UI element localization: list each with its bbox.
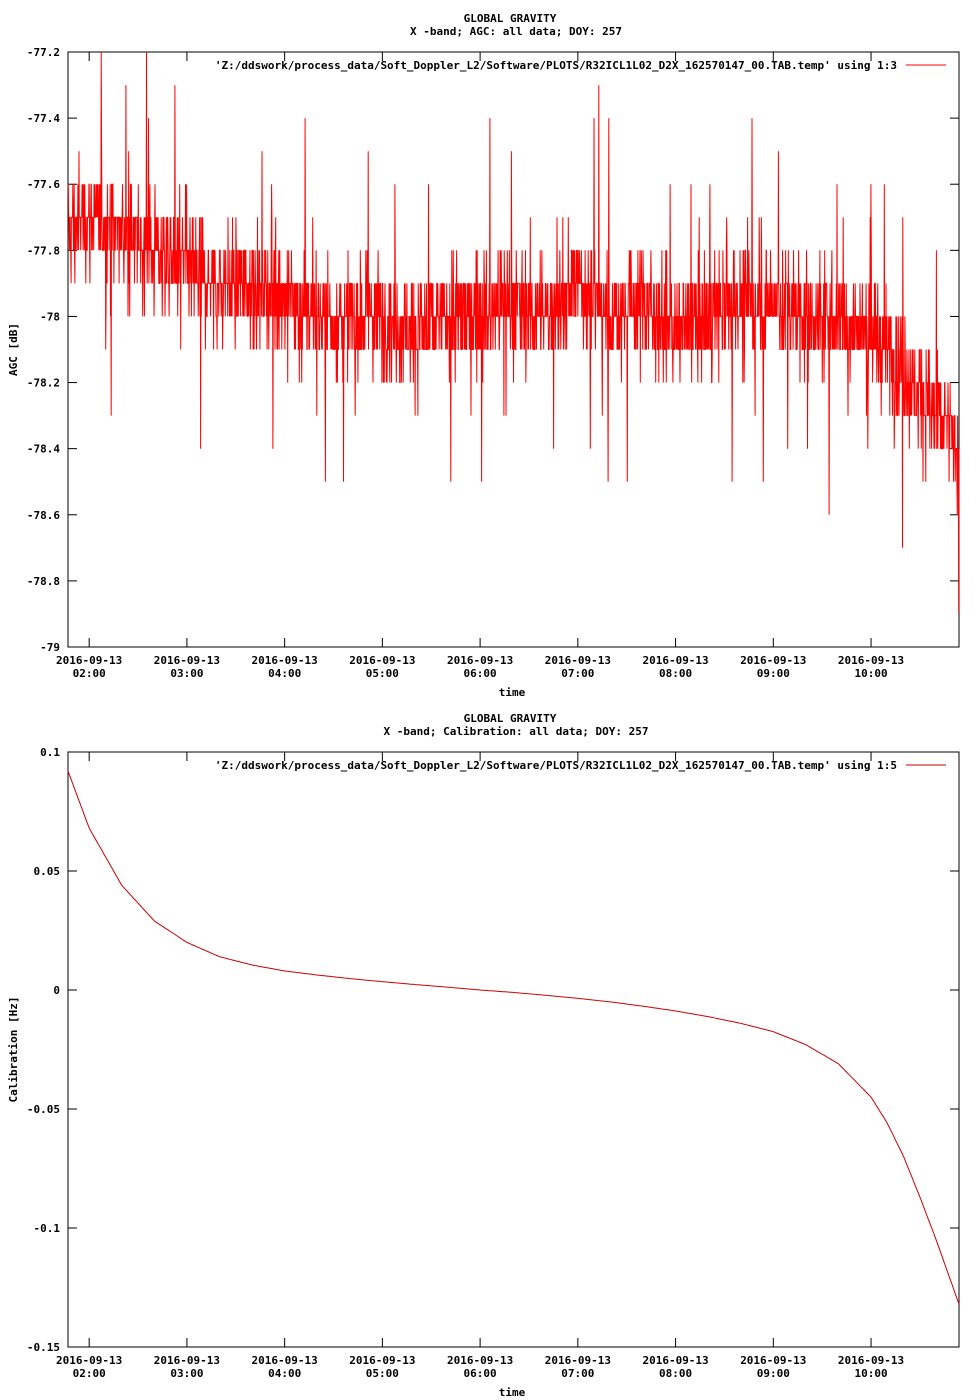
chart-title: GLOBAL GRAVITY	[464, 12, 557, 25]
x-tick-time: 03:00	[170, 667, 203, 680]
y-tick-label: -77.8	[27, 244, 60, 257]
agc-series-line	[67, 51, 960, 614]
y-tick-label: -0.05	[27, 1103, 60, 1116]
legend-label: 'Z:/ddswork/process_data/Soft_Doppler_L2…	[215, 59, 897, 72]
y-axis-label: AGC [dB]	[7, 323, 20, 376]
x-tick-time: 04:00	[268, 1367, 301, 1380]
x-tick-date: 2016-09-13	[447, 654, 513, 667]
x-tick-time: 04:00	[268, 667, 301, 680]
x-tick-time: 07:00	[561, 667, 594, 680]
y-tick-label: -79	[40, 641, 60, 654]
y-tick-label: 0.1	[40, 746, 60, 759]
x-tick-date: 2016-09-13	[349, 654, 415, 667]
y-tick-label: -78	[40, 310, 60, 323]
x-tick-date: 2016-09-13	[545, 1354, 611, 1367]
y-tick-label: -77.6	[27, 178, 60, 191]
y-tick-label: -0.15	[27, 1341, 60, 1354]
x-tick-time: 05:00	[366, 667, 399, 680]
x-tick-time: 10:00	[854, 667, 887, 680]
x-tick-date: 2016-09-13	[349, 1354, 415, 1367]
x-tick-time: 06:00	[464, 1367, 497, 1380]
x-tick-date: 2016-09-13	[838, 1354, 904, 1367]
x-tick-date: 2016-09-13	[642, 654, 708, 667]
calibration-series-line	[67, 770, 960, 1305]
x-tick-date: 2016-09-13	[252, 654, 318, 667]
plot-frame	[67, 51, 960, 648]
x-tick-date: 2016-09-13	[740, 654, 806, 667]
plot-frame	[67, 751, 960, 1348]
legend-label: 'Z:/ddswork/process_data/Soft_Doppler_L2…	[215, 759, 897, 772]
chart-subtitle: X -band; AGC: all data; DOY: 257	[410, 25, 622, 38]
x-tick-time: 05:00	[366, 1367, 399, 1380]
x-tick-date: 2016-09-13	[56, 1354, 122, 1367]
x-tick-date: 2016-09-13	[252, 1354, 318, 1367]
y-tick-label: 0.05	[34, 865, 61, 878]
x-tick-time: 07:00	[561, 1367, 594, 1380]
x-tick-date: 2016-09-13	[154, 654, 220, 667]
x-tick-time: 09:00	[757, 1367, 790, 1380]
x-axis-label: time	[499, 686, 526, 699]
y-tick-label: -78.4	[27, 443, 60, 456]
x-tick-time: 08:00	[659, 667, 692, 680]
x-tick-time: 02:00	[73, 667, 106, 680]
x-tick-time: 09:00	[757, 667, 790, 680]
y-tick-label: -78.6	[27, 509, 60, 522]
x-tick-date: 2016-09-13	[642, 1354, 708, 1367]
x-tick-time: 10:00	[854, 1367, 887, 1380]
y-tick-label: 0	[53, 984, 60, 997]
x-axis-label: time	[499, 1386, 526, 1399]
x-tick-date: 2016-09-13	[838, 654, 904, 667]
x-tick-time: 06:00	[464, 667, 497, 680]
y-tick-label: -0.1	[34, 1222, 61, 1235]
x-tick-date: 2016-09-13	[740, 1354, 806, 1367]
y-tick-label: -77.2	[27, 46, 60, 59]
x-tick-time: 02:00	[73, 1367, 106, 1380]
x-tick-time: 08:00	[659, 1367, 692, 1380]
x-tick-date: 2016-09-13	[447, 1354, 513, 1367]
chart-subtitle: X -band; Calibration: all data; DOY: 257	[384, 725, 649, 738]
chart-title: GLOBAL GRAVITY	[464, 712, 557, 725]
x-tick-date: 2016-09-13	[154, 1354, 220, 1367]
y-tick-label: -78.8	[27, 575, 60, 588]
y-tick-label: -78.2	[27, 377, 60, 390]
x-tick-date: 2016-09-13	[56, 654, 122, 667]
y-axis-label: Calibration [Hz]	[7, 997, 20, 1103]
y-tick-label: -77.4	[27, 112, 60, 125]
x-tick-date: 2016-09-13	[545, 654, 611, 667]
x-tick-time: 03:00	[170, 1367, 203, 1380]
